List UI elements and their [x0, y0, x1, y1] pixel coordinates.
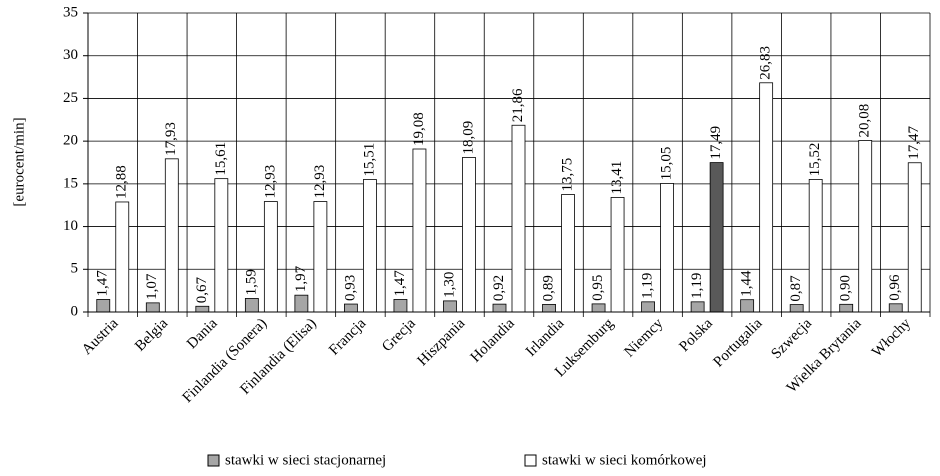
bar	[789, 304, 804, 313]
data-label: 0,67	[194, 277, 210, 304]
bar	[164, 158, 179, 313]
bar	[115, 201, 130, 313]
data-label: 17,49	[708, 126, 724, 160]
data-label: 21,86	[510, 88, 526, 122]
x-tick-label: Holandia	[468, 315, 518, 365]
bar	[542, 303, 556, 313]
data-label: 1,47	[95, 270, 111, 297]
data-label: 15,52	[807, 143, 823, 177]
data-label: 15,51	[361, 143, 377, 177]
legend-swatch	[524, 454, 537, 467]
bar	[145, 302, 160, 313]
x-tick-label: Niemcy	[622, 315, 667, 360]
bar	[393, 299, 408, 313]
x-tick-label: Dania	[184, 315, 221, 352]
bar	[808, 179, 823, 313]
bar	[690, 301, 705, 313]
bar	[263, 201, 278, 313]
bar	[195, 305, 210, 313]
data-label: 13,41	[609, 161, 625, 195]
data-label: 17,47	[906, 126, 922, 160]
data-label: 17,93	[163, 122, 179, 156]
data-label: 18,09	[460, 121, 476, 155]
data-label: 1,07	[144, 273, 160, 300]
bar	[511, 124, 526, 313]
data-label: 1,59	[243, 269, 259, 295]
data-label: 1,19	[689, 273, 705, 299]
data-label: 0,87	[788, 275, 804, 302]
data-label: 15,61	[213, 142, 229, 176]
y-tick-label: 20	[63, 133, 78, 149]
data-label: 1,19	[640, 273, 656, 299]
bar	[344, 303, 358, 313]
y-tick-label: 30	[63, 47, 78, 63]
data-label: 26,83	[758, 46, 774, 80]
bar	[888, 303, 903, 313]
bar	[839, 303, 854, 313]
bar	[709, 162, 724, 313]
bar	[443, 300, 457, 313]
data-label: 12,88	[114, 165, 130, 199]
bar	[214, 178, 229, 313]
data-label: 1,44	[739, 270, 755, 297]
bar	[462, 157, 476, 313]
y-axis-label: [eurocent/min]	[11, 117, 27, 206]
x-tick-label: Grecja	[379, 315, 419, 355]
bar	[591, 303, 606, 313]
data-label: 0,95	[590, 275, 606, 301]
data-label: 0,89	[540, 275, 556, 301]
y-tick-label: 5	[71, 261, 79, 277]
bar	[561, 194, 575, 313]
x-tick-label: Austria	[79, 315, 122, 358]
data-label: 12,93	[262, 165, 278, 199]
x-tick-label: Irlandia	[523, 315, 568, 360]
x-tick-label: Portugalia	[711, 315, 766, 370]
x-tick-label: Belgia	[132, 315, 171, 354]
y-tick-label: 35	[63, 4, 78, 20]
legend-swatch	[207, 454, 220, 467]
bar	[244, 298, 259, 313]
legend-label: stawki w sieci komórkowej	[542, 452, 707, 468]
data-label: 20,08	[857, 104, 873, 138]
y-tick-label: 0	[71, 303, 79, 319]
y-tick-label: 15	[63, 175, 78, 191]
bar	[313, 201, 328, 313]
bar	[96, 299, 111, 313]
bar	[858, 140, 873, 313]
data-label: 19,08	[411, 112, 427, 146]
data-label: 1,47	[392, 270, 408, 297]
data-label: 12,93	[312, 165, 328, 199]
data-label: 13,75	[559, 158, 575, 192]
bar	[759, 82, 774, 313]
bar	[363, 179, 377, 313]
bar	[907, 162, 922, 313]
data-label: 1,97	[293, 265, 309, 292]
bar	[610, 197, 625, 313]
data-label: 1,30	[441, 272, 457, 298]
x-tick-label: Francja	[326, 315, 369, 358]
data-label: 0,90	[838, 275, 854, 301]
legend-label: stawki w sieci stacjonarnej	[225, 452, 386, 468]
data-label: 0,96	[887, 274, 903, 301]
data-label: 0,92	[491, 275, 507, 301]
data-label: 15,05	[659, 147, 675, 181]
bar	[412, 148, 427, 313]
x-tick-label: Szwecja	[768, 315, 815, 362]
data-label: 0,93	[342, 275, 358, 301]
y-tick-label: 25	[63, 90, 78, 106]
bar	[492, 303, 507, 313]
bar	[660, 183, 674, 313]
x-tick-label: Włochy	[869, 315, 914, 360]
bar	[294, 294, 309, 313]
x-tick-label: Finlandia (Sonera)	[180, 316, 271, 407]
x-tick-label: Polska	[676, 315, 716, 355]
bar	[641, 301, 655, 313]
x-tick-label: Hiszpania	[415, 315, 469, 369]
bar	[740, 299, 755, 313]
y-tick-label: 10	[63, 218, 78, 234]
